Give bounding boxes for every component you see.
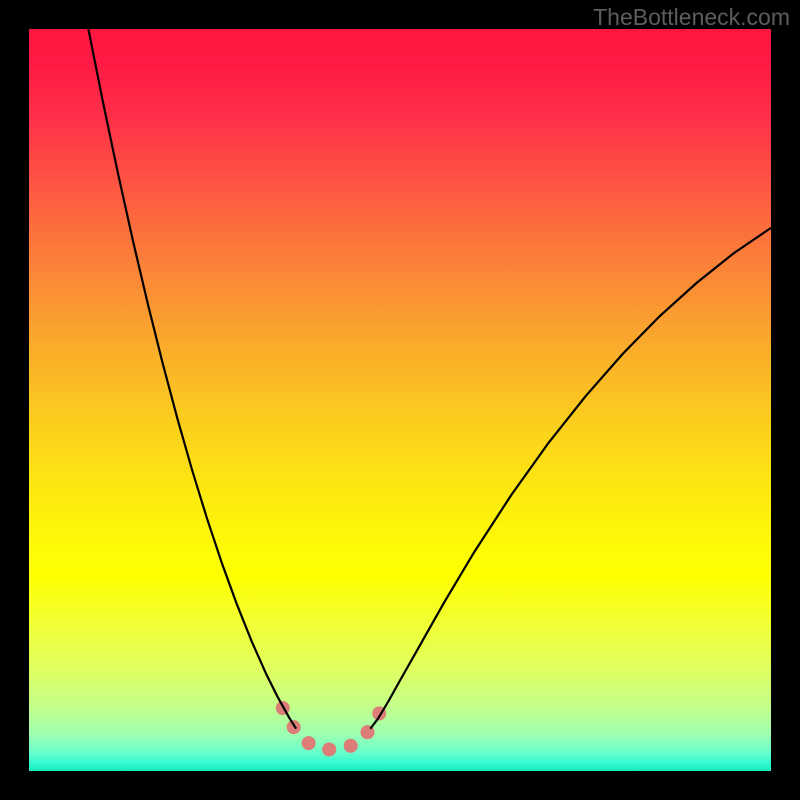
bottleneck-curve-left xyxy=(88,29,296,729)
bottleneck-curve-right xyxy=(370,228,771,729)
optimal-zone-highlight xyxy=(283,703,385,750)
watermark-text: TheBottleneck.com xyxy=(593,4,790,31)
plot-area xyxy=(29,29,771,771)
chart-container: TheBottleneck.com xyxy=(0,0,800,800)
curve-overlay xyxy=(29,29,771,771)
